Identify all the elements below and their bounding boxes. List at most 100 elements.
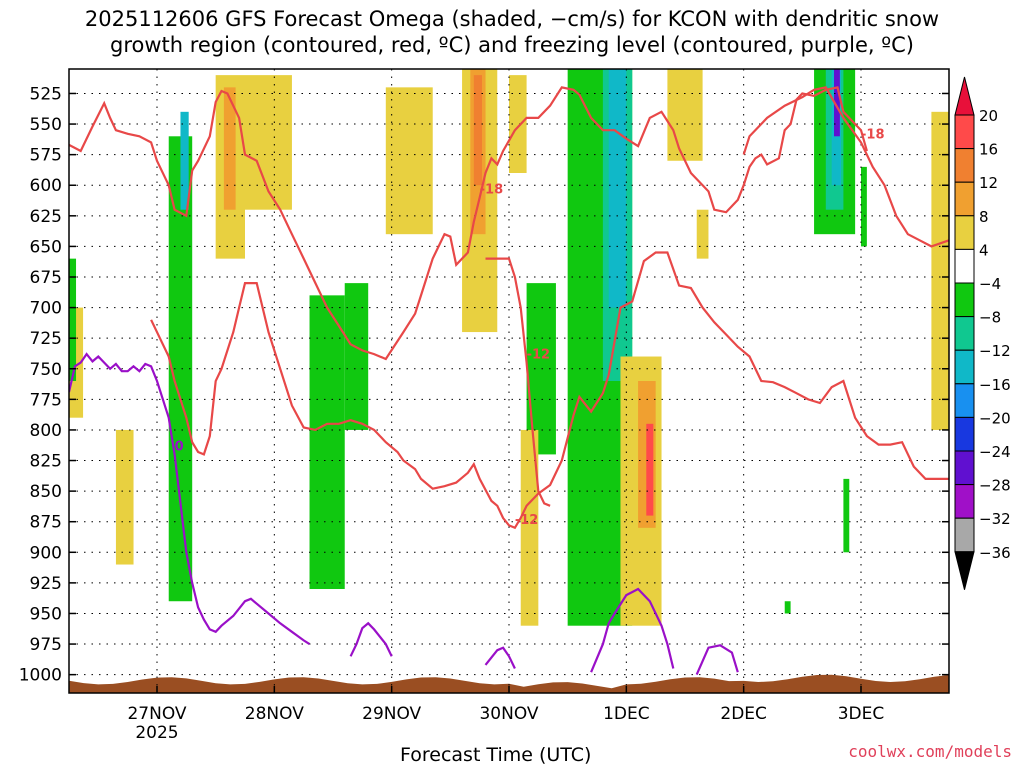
y-tick-label-900: 900 — [30, 543, 62, 563]
dgz-contour-3 — [742, 86, 949, 248]
terrain-fill — [69, 674, 949, 693]
y-tick-label-750: 750 — [30, 360, 62, 380]
y-tick-label-650: 650 — [30, 237, 62, 257]
colorbar-label-9: −20 — [979, 409, 1011, 427]
y-tick-label-875: 875 — [30, 513, 62, 533]
colorbar-segment-3 — [954, 181, 975, 217]
y-tick-label-950: 950 — [30, 604, 62, 624]
colorbar-segment-1 — [954, 114, 975, 150]
omega-region-13 — [473, 75, 483, 186]
dgz-contour-2 — [485, 257, 551, 507]
dgz-contour-1 — [150, 251, 949, 530]
omega-region-2 — [115, 429, 134, 565]
omega-region-29 — [843, 478, 850, 553]
freezing-contour-label-0: 0 — [175, 439, 184, 454]
omega-region-14 — [509, 75, 527, 173]
omega-region-19 — [608, 69, 627, 308]
omega-region-23 — [667, 69, 703, 161]
omega-region-10 — [385, 87, 433, 235]
colorbar-label-12: −32 — [979, 510, 1011, 528]
colorbar-label-1: 16 — [979, 141, 998, 159]
omega-region-16 — [520, 429, 539, 626]
dgz-contour-label-0: -18 — [480, 182, 504, 197]
colorbar-segment-9 — [954, 383, 975, 418]
chart-title-line2: growth region (contoured, red, ºC) and f… — [110, 33, 914, 57]
omega-region-32 — [784, 601, 791, 614]
freezing-contour-4 — [695, 644, 739, 676]
omega-region-3 — [168, 136, 193, 602]
y-tick-label-775: 775 — [30, 390, 62, 410]
y-tick-label-525: 525 — [30, 84, 62, 104]
colorbar-segment-6 — [954, 282, 975, 318]
y-tick-label-850: 850 — [30, 482, 62, 502]
colorbar-segment-8 — [954, 349, 975, 385]
colorbar-label-11: −28 — [979, 477, 1011, 495]
colorbar-label-3: 8 — [979, 208, 989, 226]
y-tick-label-725: 725 — [30, 329, 62, 349]
colorbar-bottom-arrow — [954, 551, 975, 590]
colorbar-label-0: 20 — [979, 107, 998, 125]
y-tick-label-1000: 1000 — [19, 666, 62, 686]
x-tick-label-0: 27NOV — [127, 704, 186, 724]
colorbar-segment-10 — [954, 416, 975, 452]
y-tick-label-675: 675 — [30, 268, 62, 288]
y-tick-label-700: 700 — [30, 299, 62, 319]
omega-region-22 — [646, 423, 654, 516]
x-tick-label-5: 2DEC — [720, 704, 767, 724]
chart-title-line1: 2025112606 GFS Forecast Omega (shaded, −… — [84, 7, 940, 31]
colorbar-segment-13 — [954, 517, 975, 553]
colorbar-segment-2 — [954, 148, 975, 183]
y-tick-label-575: 575 — [30, 146, 62, 166]
freezing-contour-1 — [349, 621, 393, 657]
omega-region-6 — [223, 87, 236, 210]
contours: -18 -12 -12 -18 0 — [69, 86, 949, 676]
colorbar-label-2: 12 — [979, 174, 998, 192]
omega-region-8 — [309, 295, 345, 589]
y-axis: 525 550 575 600 625 650 675 700 725 750 775 800 825 8… — [19, 84, 949, 686]
colorbar-label-8: −16 — [979, 376, 1011, 394]
colorbar-label-5: −4 — [979, 275, 1001, 293]
omega-region-28 — [834, 69, 840, 137]
dgz-contour-label-1: -12 — [515, 513, 539, 528]
colorbar-segment-12 — [954, 484, 975, 519]
omega-region-4 — [180, 111, 189, 210]
y-tick-label-975: 975 — [30, 635, 62, 655]
x-tick-label-1: 28NOV — [245, 704, 304, 724]
omega-region-1 — [69, 258, 77, 381]
freezing-contour-2 — [484, 646, 516, 669]
omega-region-7 — [245, 75, 292, 210]
colorbar-segment-11 — [954, 450, 975, 486]
omega-region-24 — [696, 209, 709, 259]
omega-shading — [69, 69, 949, 626]
colorbar-segment-5 — [954, 248, 975, 284]
y-tick-label-550: 550 — [30, 115, 62, 135]
x-axis-title: Forecast Time (UTC) — [400, 744, 592, 766]
dgz-contour-label-3: -18 — [861, 127, 885, 142]
freezing-contour-0 — [69, 352, 311, 646]
dgz-contour-label-2: -12 — [527, 348, 551, 363]
x-tick-label-3: 30NOV — [479, 704, 538, 724]
colorbar-label-7: −12 — [979, 342, 1011, 360]
x-tick-label-2: 29NOV — [362, 704, 421, 724]
y-tick-label-825: 825 — [30, 452, 62, 472]
colorbar-label-13: −36 — [979, 544, 1011, 562]
colorbar-label-10: −24 — [979, 443, 1011, 461]
colorbar: 20 16 12 8 4 −4 −8 −12 −16 −20 −24 −28 −32 −36 — [954, 76, 1011, 590]
y-tick-label-800: 800 — [30, 421, 62, 441]
omega-region-30 — [861, 166, 867, 247]
x-tick-label-6: 3DEC — [838, 704, 885, 724]
omega-region-9 — [344, 283, 369, 430]
y-tick-label-600: 600 — [30, 176, 62, 196]
terrain-area — [69, 674, 949, 693]
y-tick-label-925: 925 — [30, 574, 62, 594]
colorbar-segment-4 — [954, 215, 975, 250]
y-tick-label-625: 625 — [30, 207, 62, 227]
x-tick-sublabel-0: 2025 — [135, 723, 178, 743]
x-tick-label-4: 1DEC — [603, 704, 650, 724]
credit-text[interactable]: coolwx.com/models — [848, 742, 1012, 761]
omega-region-31 — [931, 111, 949, 430]
freezing-contour-3 — [590, 587, 675, 673]
colorbar-segment-7 — [954, 316, 975, 351]
